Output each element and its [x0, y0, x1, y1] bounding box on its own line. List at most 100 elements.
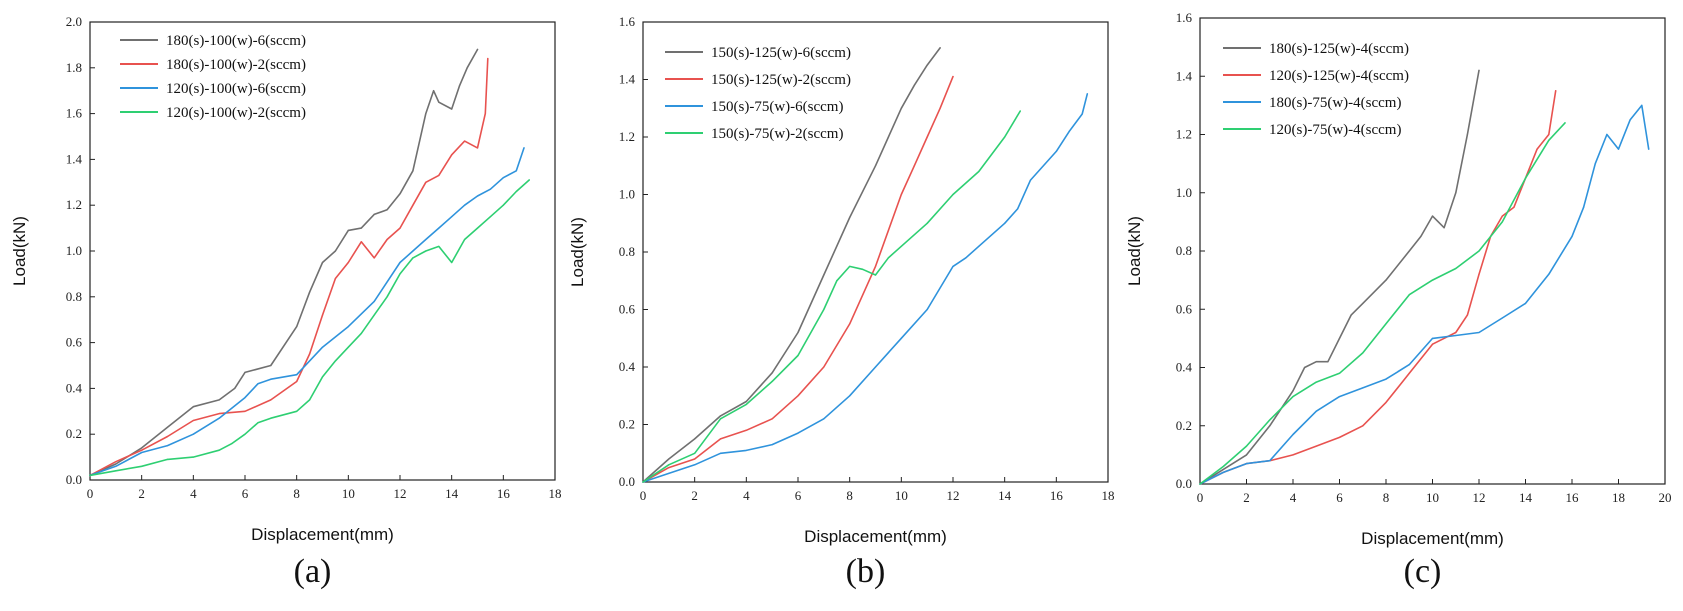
x-tick-label: 0 — [1197, 490, 1204, 505]
data-point — [861, 268, 864, 270]
data-point — [458, 85, 461, 87]
data-point — [642, 481, 644, 483]
data-point — [849, 265, 851, 267]
data-point — [1478, 331, 1480, 334]
data-point — [141, 447, 143, 449]
data-point — [502, 204, 504, 206]
data-point — [438, 101, 440, 103]
data-point — [1362, 302, 1364, 305]
legend-label: 150(s)-75(w)-6(sccm) — [711, 99, 843, 115]
data-point — [1641, 104, 1643, 106]
data-point — [1431, 343, 1434, 345]
x-tick-label: 2 — [691, 488, 698, 503]
data-point — [1594, 163, 1596, 165]
x-tick-label: 16 — [1050, 488, 1064, 503]
x-tick-label: 10 — [1426, 490, 1439, 505]
data-point — [270, 399, 272, 401]
data-point — [694, 438, 696, 440]
legend-label: 120(s)-75(w)-4(sccm) — [1269, 122, 1401, 138]
data-point — [487, 58, 489, 60]
legend: 150(s)-125(w)-6(sccm) 150(s)-125(w)-2(scc… — [665, 45, 851, 142]
y-axis-title: Load(kN) — [10, 216, 29, 286]
panel-caption: (a) — [294, 553, 332, 590]
data-point — [719, 438, 722, 440]
data-point — [719, 415, 722, 417]
data-point — [270, 364, 272, 367]
data-point — [218, 412, 220, 415]
x-tick-label: 12 — [1473, 490, 1486, 505]
data-point — [836, 280, 838, 282]
data-point — [451, 216, 453, 218]
x-tick-label: 2 — [1243, 490, 1250, 505]
data-point — [451, 261, 453, 264]
data-point — [1443, 227, 1445, 229]
data-point — [528, 179, 530, 181]
data-point — [412, 204, 414, 206]
series-line-3 — [1199, 104, 1650, 485]
y-tick-label: 0.8 — [619, 244, 635, 259]
data-point — [1583, 206, 1585, 208]
data-point — [1338, 372, 1341, 374]
data-point — [939, 107, 941, 109]
data-point — [270, 417, 272, 419]
y-tick-label: 1.6 — [619, 14, 636, 29]
data-point — [926, 308, 928, 311]
data-point — [373, 300, 375, 302]
data-point — [166, 426, 169, 428]
data-point — [978, 245, 980, 247]
x-tick-label: 12 — [394, 486, 407, 501]
data-point — [466, 67, 468, 69]
data-point — [745, 400, 747, 403]
data-point — [823, 308, 825, 311]
data-point — [926, 64, 928, 66]
data-point — [463, 140, 466, 142]
data-point — [321, 346, 324, 348]
data-point — [668, 467, 670, 469]
data-point — [1292, 396, 1294, 398]
y-tick-label: 1.2 — [66, 197, 82, 212]
x-tick-label: 10 — [342, 486, 355, 501]
x-axis-title: Displacement(mm) — [251, 525, 394, 544]
x-tick-label: 14 — [445, 486, 459, 501]
data-point — [1338, 337, 1341, 339]
x-tick-label: 8 — [846, 488, 853, 503]
data-point — [797, 395, 799, 397]
data-point — [952, 76, 954, 78]
y-tick-label: 0.2 — [66, 426, 82, 441]
data-point — [192, 456, 194, 458]
data-point — [234, 387, 236, 389]
data-point — [412, 250, 414, 252]
legend-label: 150(s)-125(w)-6(sccm) — [711, 45, 851, 61]
x-tick-label: 10 — [895, 488, 908, 503]
data-point — [1315, 361, 1317, 363]
data-point — [218, 449, 220, 451]
data-point — [797, 331, 799, 334]
data-point — [1455, 334, 1457, 337]
y-tick-label: 0.4 — [1176, 360, 1193, 375]
plot-frame — [642, 21, 1109, 483]
data-point — [1501, 317, 1503, 319]
data-point — [1478, 250, 1480, 252]
data-point — [438, 245, 440, 248]
data-point — [913, 165, 915, 167]
x-tick-label: 20 — [1659, 490, 1672, 505]
data-point — [1478, 69, 1480, 72]
data-point — [257, 422, 259, 424]
data-point — [115, 463, 117, 465]
data-point — [373, 257, 375, 259]
data-point — [386, 296, 388, 298]
x-tick-label: 18 — [1612, 490, 1625, 505]
y-tick-label: 1.0 — [1176, 185, 1192, 200]
x-axis-title: Displacement(mm) — [804, 527, 947, 546]
data-point — [1571, 235, 1573, 238]
data-point — [476, 195, 479, 197]
y-tick-label: 0.6 — [619, 302, 636, 317]
data-point — [1629, 119, 1631, 121]
data-point — [244, 433, 246, 435]
data-point — [231, 442, 233, 444]
data-point — [1362, 387, 1364, 389]
data-point — [849, 323, 851, 325]
data-point — [1315, 410, 1317, 412]
series-line-1 — [89, 48, 479, 477]
x-tick-label: 6 — [795, 488, 802, 503]
